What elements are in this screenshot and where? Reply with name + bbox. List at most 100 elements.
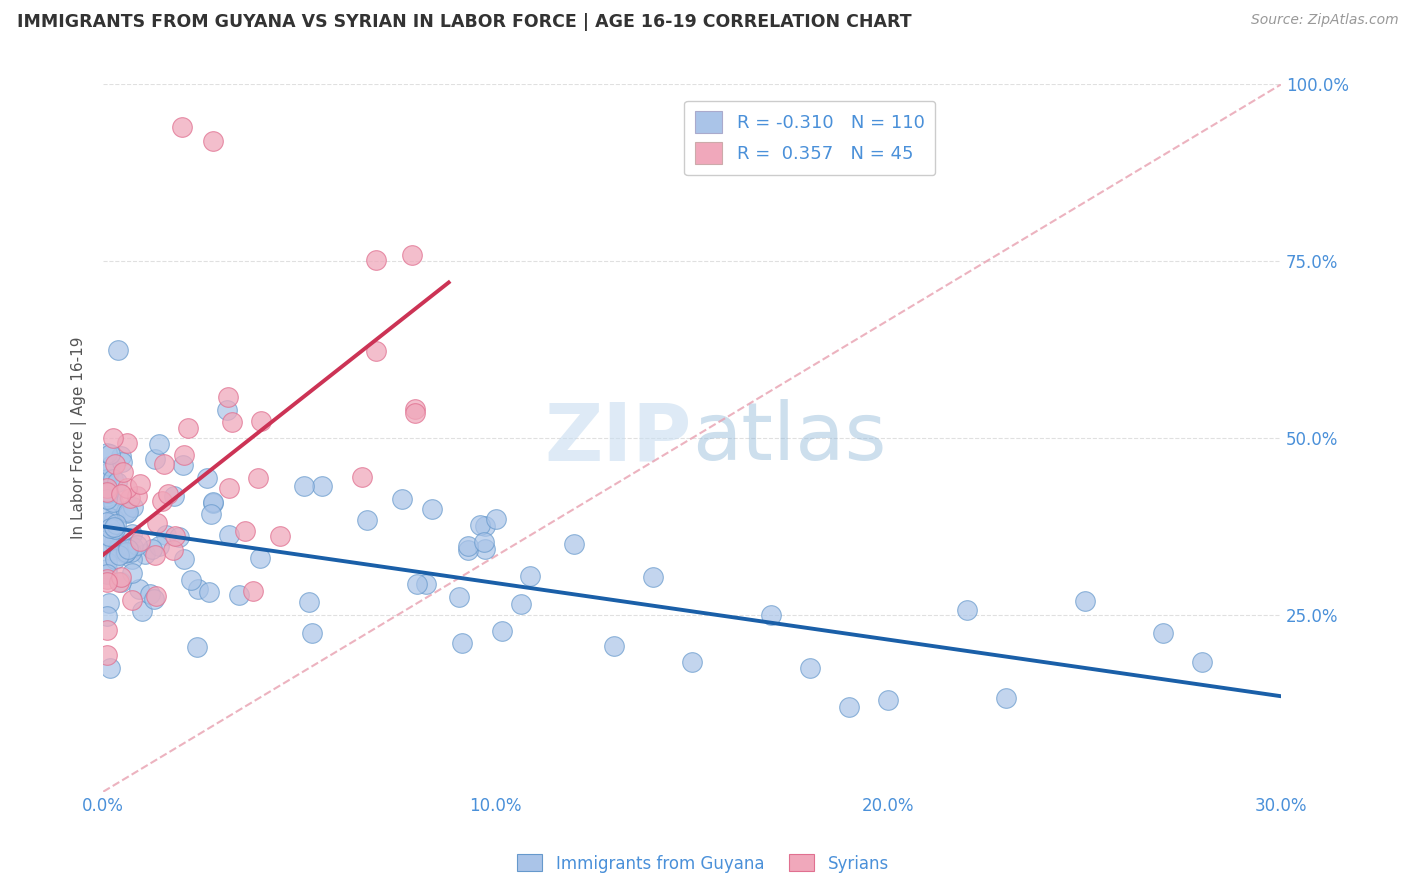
Point	[97, 485, 120, 500]
Point	[356, 512, 378, 526]
Point	[172, 458, 194, 472]
Point	[562, 537, 585, 551]
Point	[602, 639, 624, 653]
Point	[217, 390, 239, 404]
Point	[298, 595, 321, 609]
Point	[201, 494, 224, 508]
Point	[404, 401, 426, 416]
Point	[956, 603, 979, 617]
Point	[105, 475, 128, 490]
Point	[96, 508, 118, 523]
Point	[167, 530, 190, 544]
Point	[401, 248, 423, 262]
Point	[96, 484, 118, 499]
Point	[162, 542, 184, 557]
Point	[139, 587, 162, 601]
Point	[129, 477, 152, 491]
Point	[301, 626, 323, 640]
Point	[221, 415, 243, 429]
Point	[450, 636, 472, 650]
Point	[198, 584, 221, 599]
Point	[120, 544, 142, 558]
Point	[107, 541, 129, 555]
Point	[121, 592, 143, 607]
Point	[235, 524, 257, 539]
Point	[163, 489, 186, 503]
Point	[249, 414, 271, 428]
Point	[103, 534, 125, 549]
Point	[143, 452, 166, 467]
Point	[173, 551, 195, 566]
Point	[470, 518, 492, 533]
Point	[474, 535, 496, 549]
Point	[101, 472, 124, 486]
Point	[457, 542, 479, 557]
Point	[96, 445, 118, 459]
Point	[877, 692, 900, 706]
Point	[127, 538, 149, 552]
Point	[110, 450, 132, 464]
Point	[96, 574, 118, 589]
Point	[128, 533, 150, 548]
Text: Source: ZipAtlas.com: Source: ZipAtlas.com	[1251, 13, 1399, 28]
Point	[100, 543, 122, 558]
Point	[127, 489, 149, 503]
Point	[98, 493, 121, 508]
Point	[364, 252, 387, 267]
Point	[103, 520, 125, 534]
Point	[122, 540, 145, 554]
Point	[115, 545, 138, 559]
Point	[143, 548, 166, 562]
Y-axis label: In Labor Force | Age 16-19: In Labor Force | Age 16-19	[72, 337, 87, 540]
Point	[96, 624, 118, 638]
Point	[104, 508, 127, 522]
Point	[350, 470, 373, 484]
Point	[202, 496, 225, 510]
Point	[107, 548, 129, 562]
Point	[519, 569, 541, 583]
Point	[110, 574, 132, 589]
Point	[180, 574, 202, 588]
Point	[474, 541, 496, 556]
Point	[114, 545, 136, 559]
Point	[148, 437, 170, 451]
Point	[195, 471, 218, 485]
Point	[143, 591, 166, 606]
Point	[176, 421, 198, 435]
Point	[218, 528, 240, 542]
Point	[145, 589, 167, 603]
Point	[110, 486, 132, 500]
Point	[96, 555, 118, 569]
Point	[141, 541, 163, 556]
Point	[1073, 593, 1095, 607]
Point	[200, 507, 222, 521]
Text: atlas: atlas	[692, 399, 886, 477]
Point	[104, 522, 127, 536]
Point	[228, 588, 250, 602]
Point	[247, 471, 270, 485]
Point	[995, 690, 1018, 705]
Point	[96, 648, 118, 662]
Point	[170, 120, 193, 134]
Point	[96, 472, 118, 486]
Point	[101, 495, 124, 509]
Point	[217, 402, 239, 417]
Point	[121, 566, 143, 581]
Point	[415, 577, 437, 591]
Point	[97, 595, 120, 609]
Point	[681, 655, 703, 669]
Point	[97, 484, 120, 499]
Point	[115, 506, 138, 520]
Point	[131, 604, 153, 618]
Point	[96, 562, 118, 576]
Point	[759, 607, 782, 622]
Point	[103, 512, 125, 526]
Point	[311, 479, 333, 493]
Point	[641, 570, 664, 584]
Point	[97, 465, 120, 479]
Point	[485, 512, 508, 526]
Point	[148, 539, 170, 553]
Point	[155, 527, 177, 541]
Point	[98, 447, 121, 461]
Point	[134, 547, 156, 561]
